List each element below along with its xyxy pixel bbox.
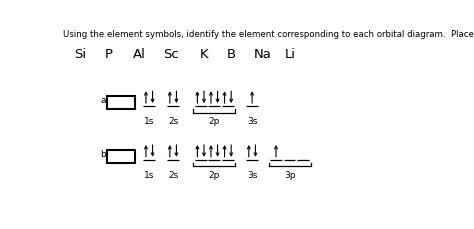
Text: 3p: 3p — [284, 171, 295, 180]
Bar — [107, 150, 135, 163]
Text: B: B — [227, 48, 236, 61]
Text: 1s: 1s — [144, 171, 155, 180]
Text: 2p: 2p — [209, 171, 220, 180]
Text: b.: b. — [100, 150, 109, 159]
Text: Sc: Sc — [164, 48, 179, 61]
Text: 2s: 2s — [168, 171, 178, 180]
Text: 3s: 3s — [247, 117, 257, 126]
Text: 1s: 1s — [144, 117, 155, 126]
Text: a.: a. — [100, 96, 109, 105]
Text: Na: Na — [254, 48, 271, 61]
Text: 3s: 3s — [247, 171, 257, 180]
Text: Al: Al — [133, 48, 146, 61]
Text: Using the element symbols, identify the element corresponding to each orbital di: Using the element symbols, identify the … — [63, 30, 474, 39]
Bar — [107, 96, 135, 109]
Text: Li: Li — [285, 48, 296, 61]
Text: P: P — [105, 48, 113, 61]
Text: K: K — [200, 48, 209, 61]
Text: Si: Si — [74, 48, 86, 61]
Text: 2p: 2p — [209, 117, 220, 126]
Text: 2s: 2s — [168, 117, 178, 126]
